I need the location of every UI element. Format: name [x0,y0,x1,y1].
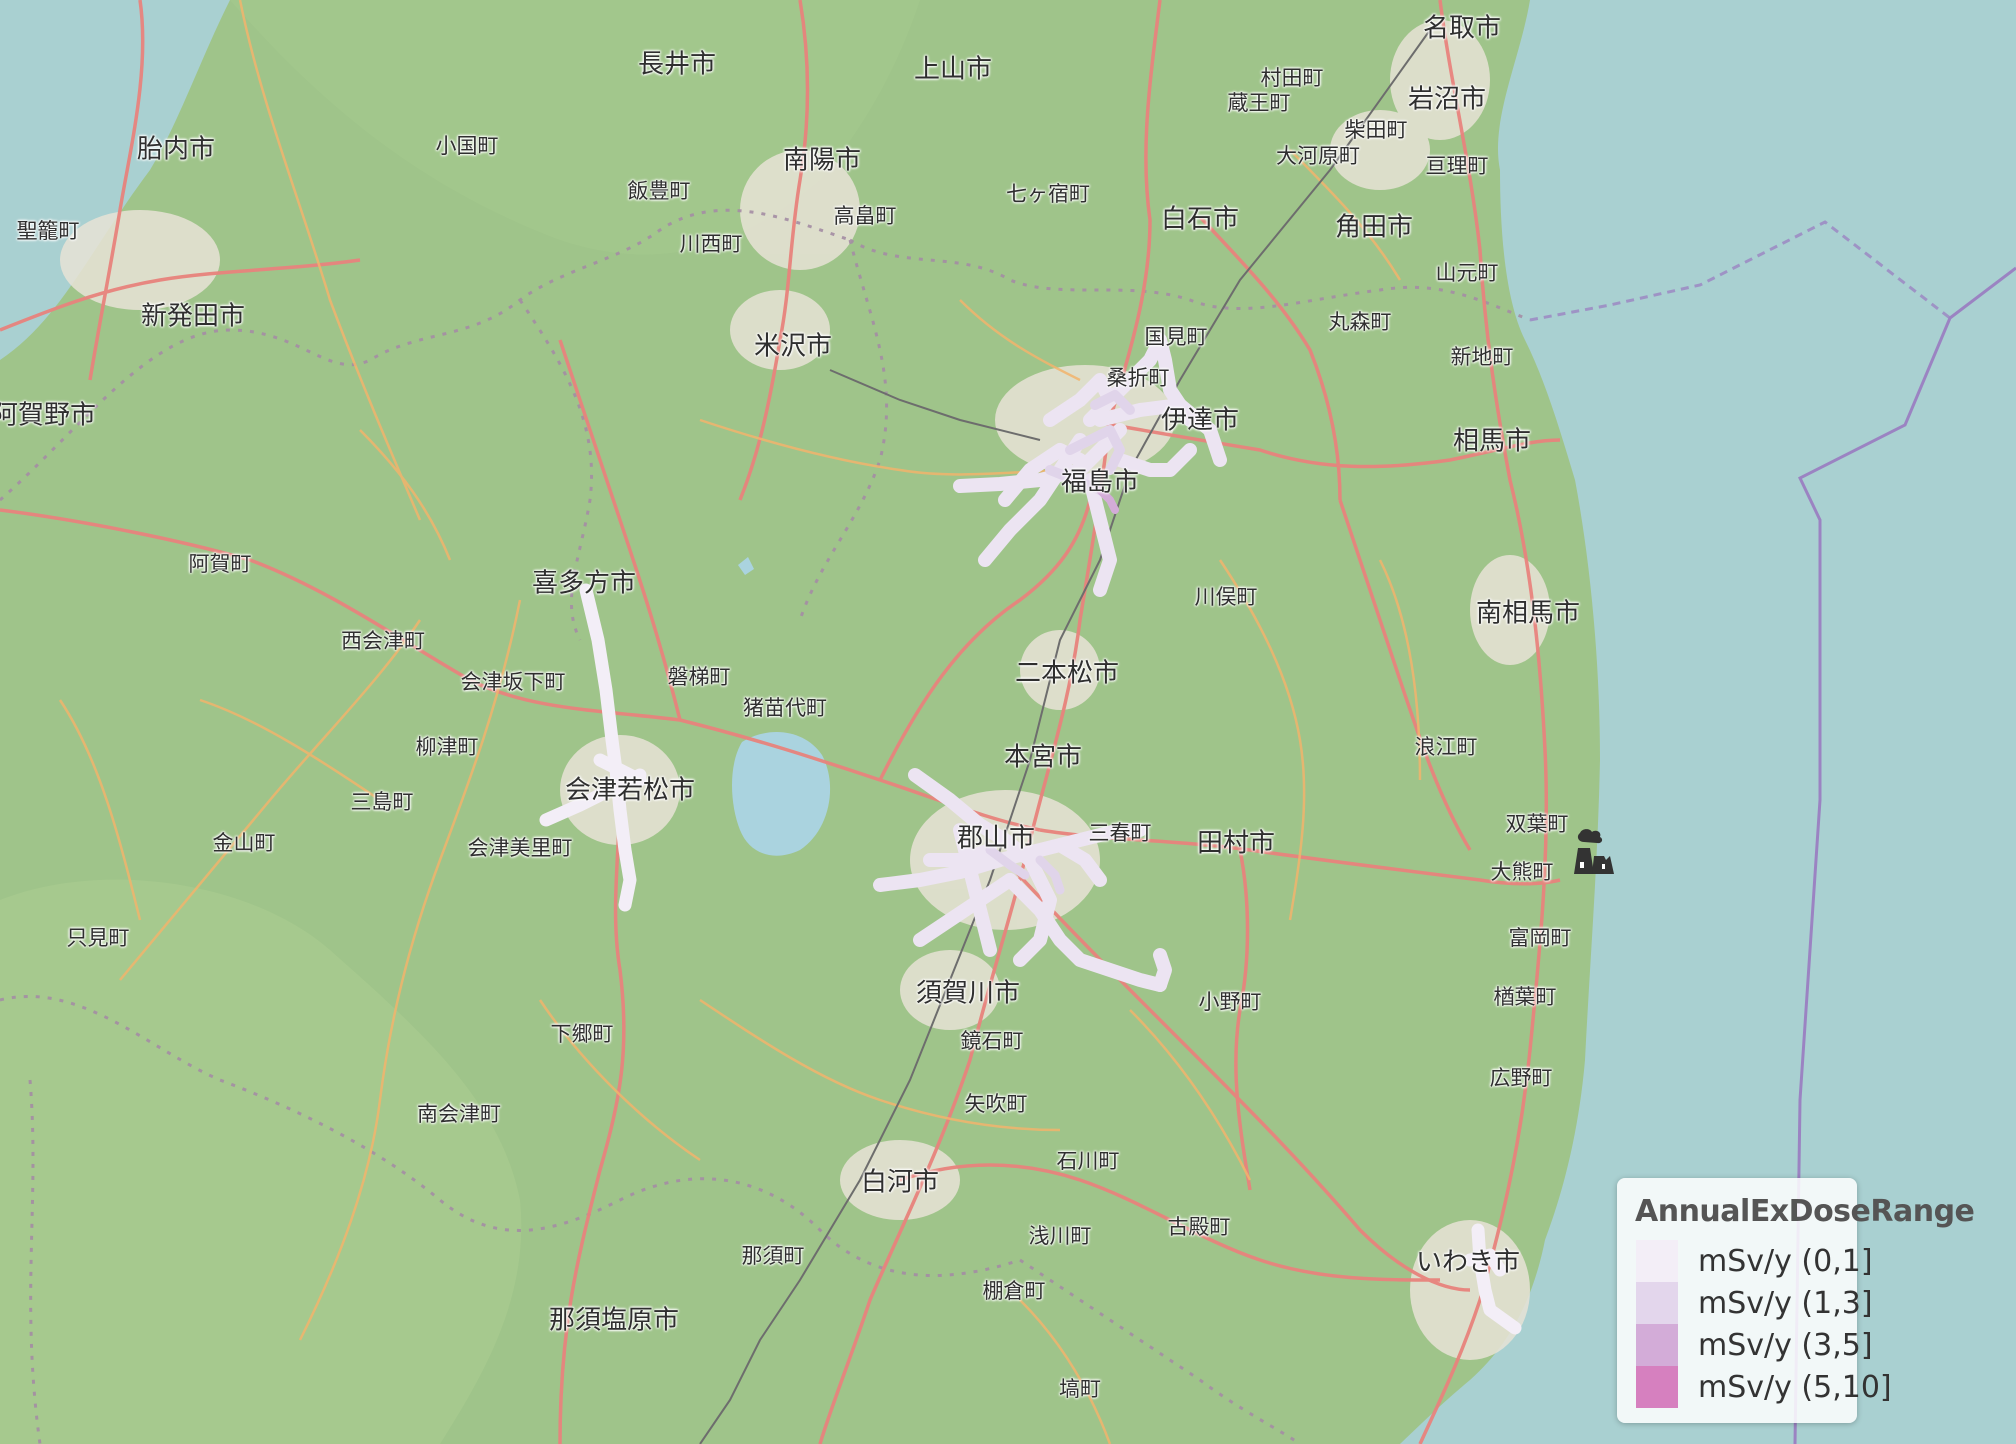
lake-inawashiro [732,732,831,856]
legend-title: AnnualExDoseRange [1635,1194,1975,1229]
legend-label: mSv/y (1,3] [1698,1286,1873,1321]
legend-swatch [1636,1240,1678,1282]
highland [0,879,522,1444]
nuclear-power-plant-icon[interactable] [1570,826,1618,876]
dose-survey-tracks [539,333,1522,1335]
secondary-roads [58,0,1422,1444]
admin-boundaries [0,208,1531,1444]
lake [738,557,754,575]
legend-label: mSv/y (3,5] [1698,1328,1873,1363]
legend-swatch [1636,1366,1678,1408]
legend-item: mSv/y (3,5] [1636,1324,1873,1366]
legend-item: mSv/y (0,1] [1636,1240,1873,1282]
legend-item: mSv/y (1,3] [1636,1282,1873,1324]
maritime-boundary [1529,220,2016,1444]
railway-line [699,29,1431,1444]
legend-item: mSv/y (5,10] [1636,1366,1892,1408]
legend-label: mSv/y (5,10] [1698,1370,1892,1405]
legend-swatch [1636,1324,1678,1366]
railway-line [829,369,1041,441]
legend-label: mSv/y (0,1] [1698,1244,1873,1279]
map-legend: AnnualExDoseRange mSv/y (0,1] mSv/y (1,3… [1617,1178,1975,1423]
legend-swatch [1636,1282,1678,1324]
